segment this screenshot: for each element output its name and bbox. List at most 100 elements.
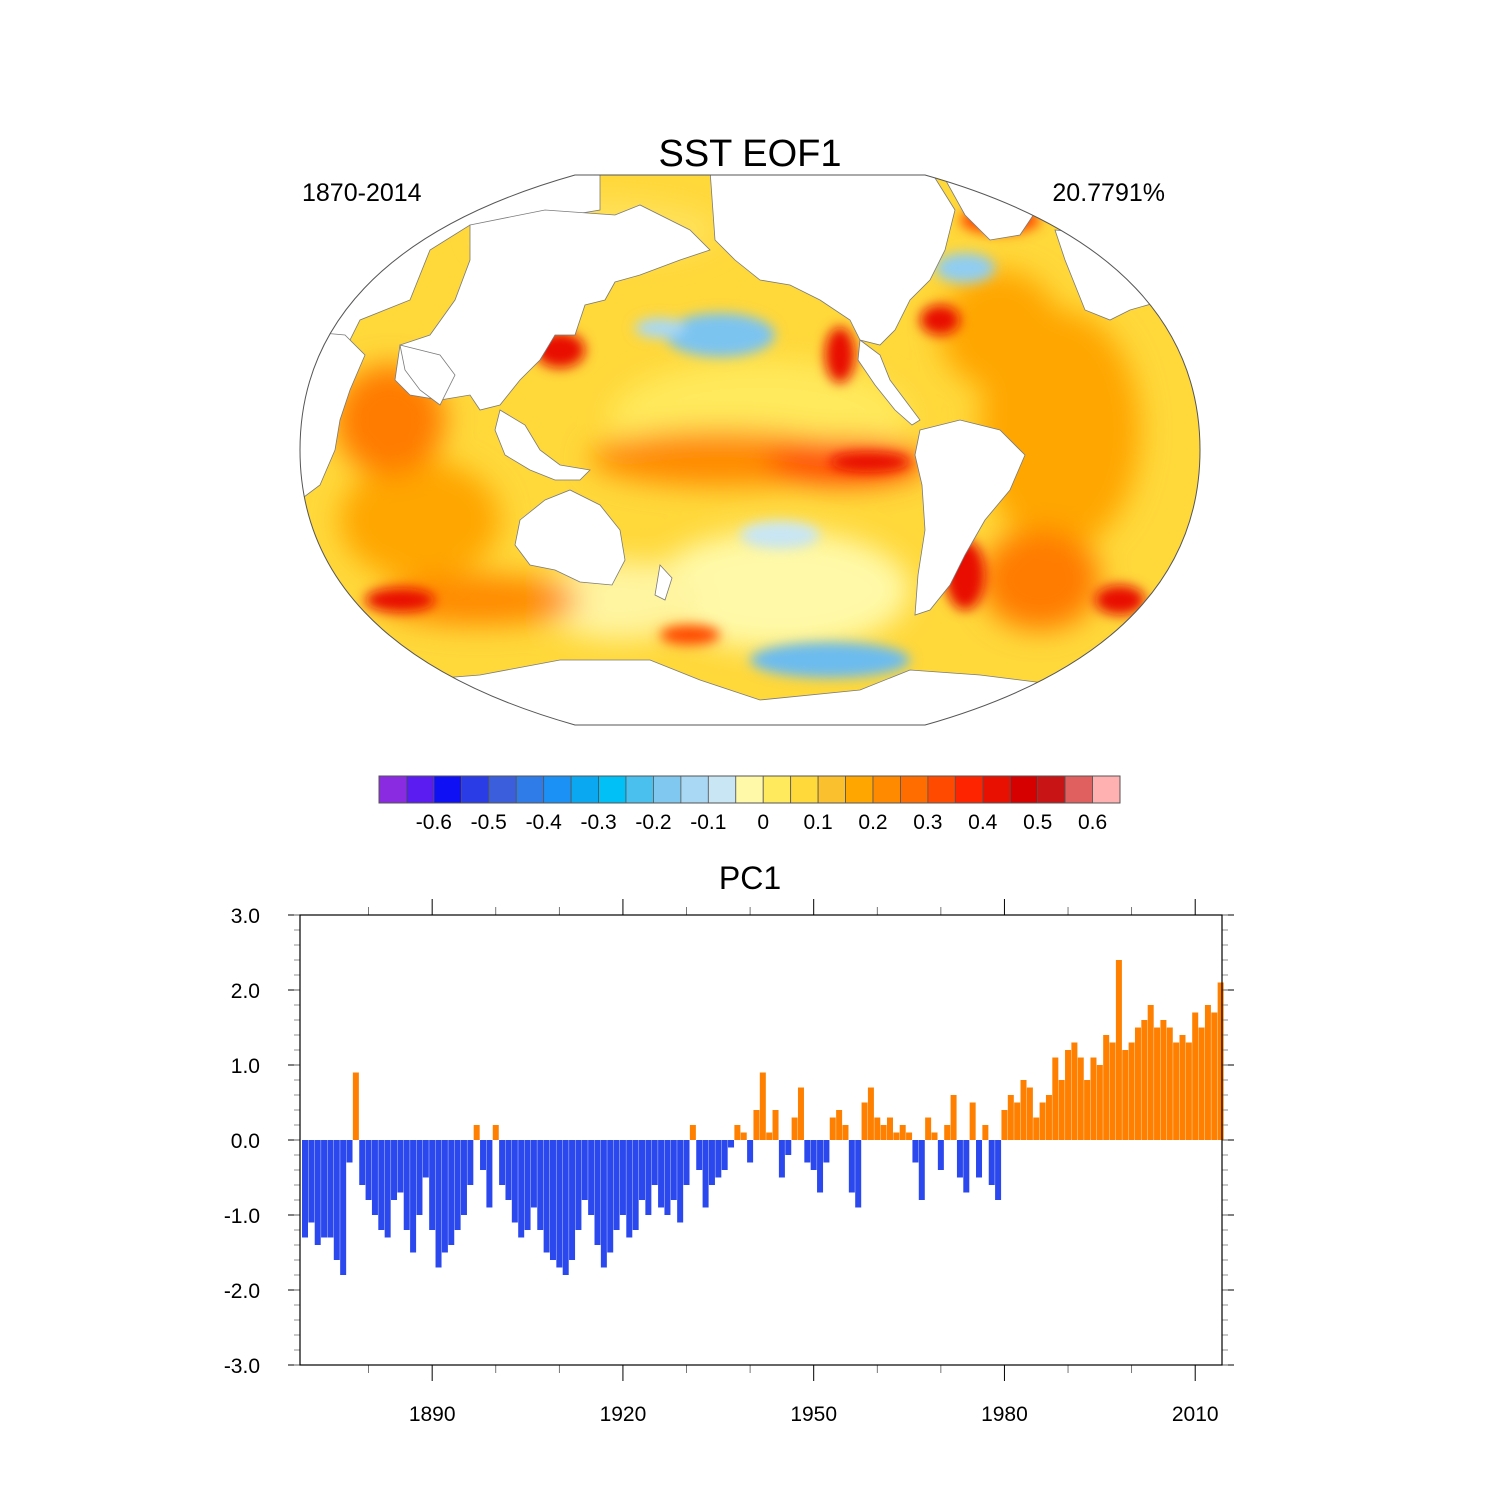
pc1-bar-negative bbox=[613, 1140, 620, 1230]
y-tick-label: -1.0 bbox=[224, 1205, 260, 1228]
colorbar-box bbox=[735, 775, 764, 804]
colorbar-outline bbox=[378, 775, 1121, 804]
pc1-bar-positive bbox=[1179, 1035, 1186, 1140]
colorbar-box bbox=[378, 775, 407, 804]
pc1-bar-positive bbox=[1134, 1027, 1141, 1140]
pc1-bar-positive bbox=[950, 1095, 957, 1140]
pc1-bar-negative bbox=[785, 1140, 792, 1155]
pc1-bar-negative bbox=[594, 1140, 601, 1245]
pc1-bar-positive bbox=[1128, 1042, 1135, 1140]
pc1-bar-positive bbox=[880, 1125, 887, 1140]
pc1-bar-negative bbox=[448, 1140, 455, 1245]
pc1-bar-negative bbox=[988, 1140, 995, 1185]
pc1-bar-positive bbox=[352, 1072, 359, 1140]
colorbar-tick-label: 0.3 bbox=[913, 811, 942, 834]
y-tick-label: 1.0 bbox=[231, 1055, 260, 1078]
pc1-bar-negative bbox=[340, 1140, 347, 1275]
pc1-bar-negative bbox=[778, 1140, 785, 1178]
pc1-bar-negative bbox=[562, 1140, 569, 1275]
pc1-bar-positive bbox=[867, 1087, 874, 1140]
colorbar-box bbox=[433, 775, 462, 804]
pc1-bar-positive bbox=[689, 1125, 696, 1140]
field-patch bbox=[340, 460, 500, 580]
pc1-bar-negative bbox=[937, 1140, 944, 1170]
pc1-bar-positive bbox=[1001, 1110, 1008, 1140]
pc1-bar-negative bbox=[683, 1140, 690, 1185]
colorbar-box bbox=[817, 775, 846, 804]
colorbar-box bbox=[872, 775, 901, 804]
colorbar-tick-label: -0.2 bbox=[635, 811, 671, 834]
pc1-bar-negative bbox=[810, 1140, 817, 1170]
pc1-bar-negative bbox=[429, 1140, 436, 1230]
map-panel: SST EOF1 1870-2014 20.7791% bbox=[299, 133, 1201, 726]
field-patch bbox=[380, 575, 580, 625]
pc1-bar-positive bbox=[1192, 1012, 1199, 1140]
pc1-bars bbox=[302, 960, 1224, 1275]
pc1-bar-negative bbox=[588, 1140, 595, 1215]
pc1-bar-positive bbox=[1166, 1027, 1173, 1140]
colorbar-box bbox=[680, 775, 709, 804]
pc1-bar-negative bbox=[378, 1140, 385, 1230]
colorbar-tick-label: 0.4 bbox=[968, 811, 998, 834]
colorbar-box bbox=[406, 775, 435, 804]
pc1-bar-negative bbox=[823, 1140, 830, 1163]
pc1-bar-negative bbox=[664, 1140, 671, 1215]
pc1-bar-negative bbox=[600, 1140, 607, 1268]
colorbar-tick-label: 0.6 bbox=[1078, 811, 1107, 834]
pc1-bar-negative bbox=[619, 1140, 626, 1215]
pc1-bar-positive bbox=[1020, 1080, 1027, 1140]
pc1-bar-positive bbox=[1026, 1087, 1033, 1140]
field-patch bbox=[650, 530, 910, 650]
pc1-bar-negative bbox=[708, 1140, 715, 1185]
pc1-bar-positive bbox=[1211, 1012, 1218, 1140]
pc1-bar-positive bbox=[1033, 1117, 1040, 1140]
pc1-bar-positive bbox=[759, 1072, 766, 1140]
pc1-bar-negative bbox=[359, 1140, 366, 1185]
pc1-bar-negative bbox=[384, 1140, 391, 1238]
colorbar-tick-label: -0.6 bbox=[416, 811, 452, 834]
field-patch bbox=[935, 253, 995, 283]
pc1-bar-negative bbox=[995, 1140, 1002, 1200]
pc1-bar-negative bbox=[314, 1140, 321, 1245]
pc1-bar-negative bbox=[371, 1140, 378, 1215]
pc1-bar-positive bbox=[893, 1132, 900, 1140]
colorbar-box bbox=[570, 775, 599, 804]
land-australia bbox=[514, 489, 626, 586]
pc1-bar-negative bbox=[403, 1140, 410, 1230]
colorbar-tick-label: 0 bbox=[757, 811, 769, 834]
colorbar-box bbox=[982, 775, 1011, 804]
colorbar-box bbox=[460, 775, 490, 804]
land-asia-east bbox=[394, 204, 711, 411]
colorbar-box bbox=[543, 775, 572, 804]
pc1-bar-negative bbox=[651, 1140, 658, 1185]
field-patch bbox=[750, 642, 910, 678]
pc1-bar-positive bbox=[797, 1087, 804, 1140]
field-patch bbox=[940, 270, 1060, 390]
pc1-bar-positive bbox=[740, 1132, 747, 1140]
pc1-bar-negative bbox=[721, 1140, 728, 1170]
pc1-bar-positive bbox=[1065, 1050, 1072, 1140]
pc1-bar-positive bbox=[753, 1110, 760, 1140]
pc1-bar-negative bbox=[441, 1140, 448, 1253]
colorbar-box bbox=[653, 775, 682, 804]
pc1-bar-negative bbox=[460, 1140, 467, 1215]
pc1-bar-positive bbox=[1084, 1080, 1091, 1140]
colorbar-tick-label: -0.1 bbox=[690, 811, 726, 834]
pc1-bar-negative bbox=[524, 1140, 531, 1230]
field-patch bbox=[660, 625, 720, 645]
pc1-bar-negative bbox=[639, 1140, 646, 1200]
pc1-bar-positive bbox=[1014, 1102, 1021, 1140]
field-patch bbox=[1095, 585, 1145, 615]
colorbar-box bbox=[488, 775, 517, 804]
pc1-bar-positive bbox=[1115, 960, 1122, 1140]
pc1-bar-negative bbox=[804, 1140, 811, 1163]
pc1-bar-negative bbox=[658, 1140, 665, 1208]
sst-field bbox=[300, 175, 1200, 725]
pc1-bar-positive bbox=[791, 1117, 798, 1140]
pc1-bar-positive bbox=[766, 1132, 773, 1140]
pc1-bar-negative bbox=[569, 1140, 576, 1260]
field-patch bbox=[740, 521, 820, 549]
pc1-bar-positive bbox=[1204, 1005, 1211, 1140]
colorbar-box bbox=[1064, 775, 1093, 804]
pc1-bar-positive bbox=[874, 1117, 881, 1140]
